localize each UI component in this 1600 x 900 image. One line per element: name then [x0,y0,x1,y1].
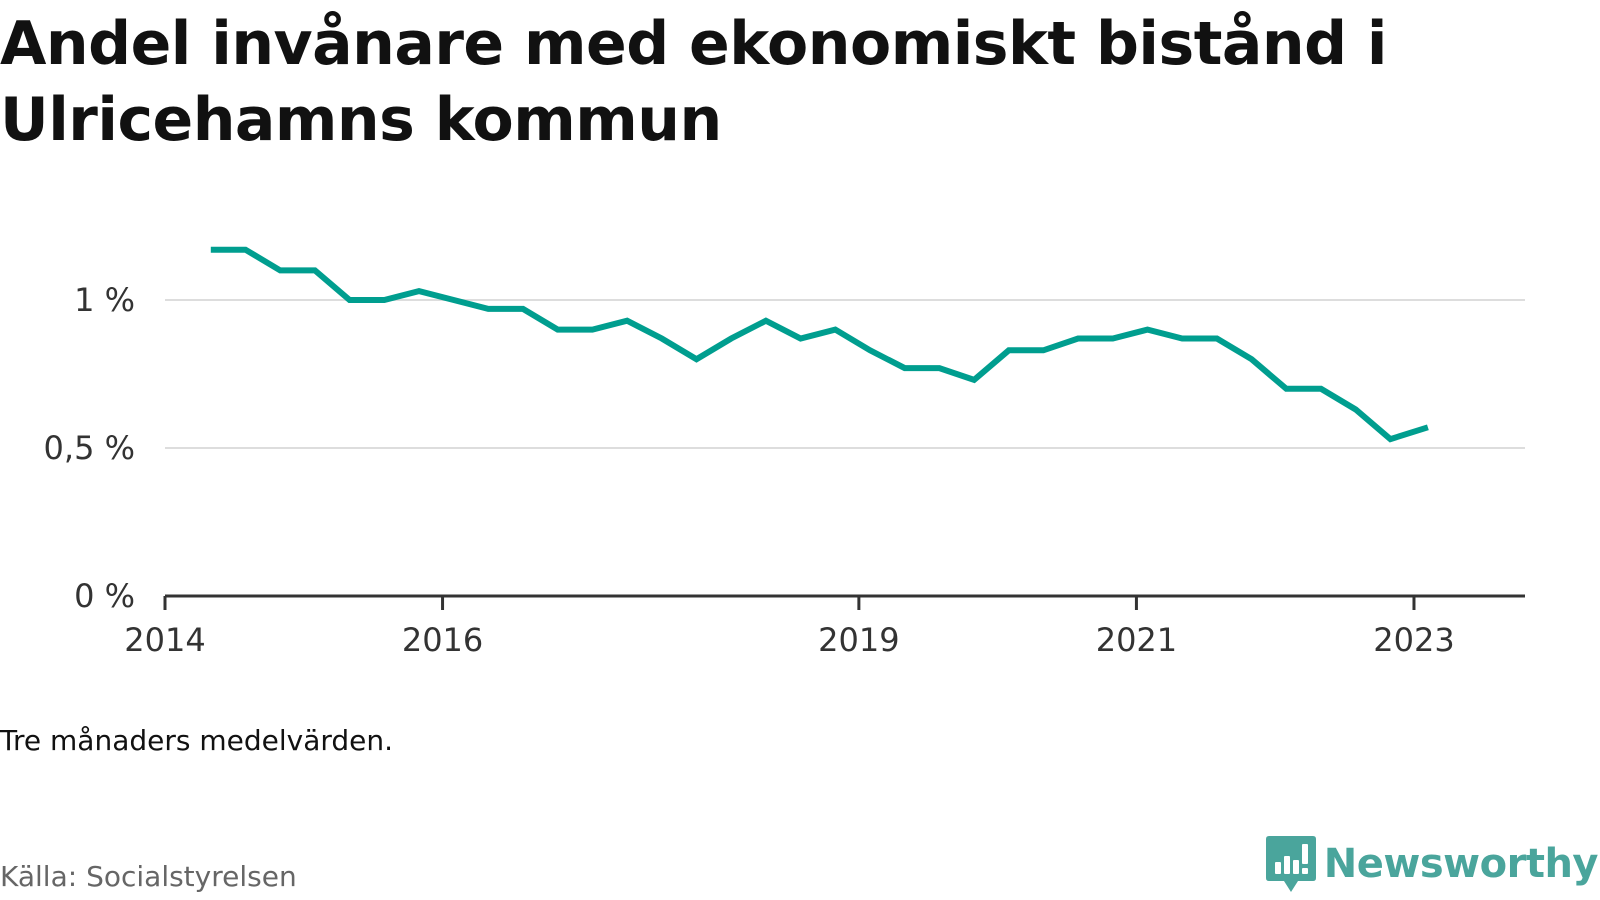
y-tick-label: 0,5 % [44,429,135,467]
data-point[interactable] [1425,424,1431,430]
data-point[interactable] [485,306,491,312]
data-point[interactable] [416,288,422,294]
data-point[interactable] [763,318,769,324]
data-point[interactable] [277,267,283,273]
data-point[interactable] [1110,335,1116,341]
data-point[interactable] [1179,335,1185,341]
x-tick-label: 2021 [1096,621,1177,659]
data-point[interactable] [451,297,457,303]
data-point[interactable] [1353,407,1359,413]
data-point[interactable] [1318,386,1324,392]
data-point[interactable] [1249,356,1255,362]
data-point[interactable] [1214,335,1220,341]
x-tick-label: 2016 [402,621,483,659]
data-point[interactable] [694,356,700,362]
series-layer [208,246,1431,443]
data-point[interactable] [1145,327,1151,333]
x-tick-label: 2023 [1373,621,1454,659]
data-point[interactable] [1387,436,1393,442]
data-point[interactable] [208,247,214,253]
data-point[interactable] [936,365,942,371]
newsworthy-brand[interactable]: Newsworthy [1265,836,1599,892]
data-point[interactable] [832,327,838,333]
data-point[interactable] [867,347,873,353]
series-line [210,246,1429,443]
y-tick-label: 0 % [74,577,135,615]
data-point[interactable] [971,377,977,383]
data-point[interactable] [728,335,734,341]
brand-name: Newsworthy [1323,841,1599,887]
data-point[interactable] [312,267,318,273]
data-point[interactable] [347,297,353,303]
data-point[interactable] [1075,335,1081,341]
data-point[interactable] [381,297,387,303]
x-tick-label: 2019 [818,621,899,659]
data-point[interactable] [798,335,804,341]
x-tick-label: 2014 [124,621,205,659]
data-point[interactable] [902,365,908,371]
line-chart: 0 % 0,5 % 1 % 2014 2016 2019 2021 2023 [44,246,1525,659]
data-point[interactable] [555,327,561,333]
data-point[interactable] [624,318,630,324]
data-point[interactable] [242,247,248,253]
data-point[interactable] [1040,347,1046,353]
data-point[interactable] [1283,386,1289,392]
axes: 0 % 0,5 % 1 % 2014 2016 2019 2021 2023 [44,281,1525,659]
y-tick-label: 1 % [74,281,135,319]
chart-note: Tre månaders medelvärden. [0,724,394,757]
chart-title: Andel invånare med ekonomiskt bistånd i … [0,9,1387,155]
gridlines [165,299,1525,449]
source-credit: Källa: Socialstyrelsen [0,860,297,893]
data-point[interactable] [1006,347,1012,353]
data-point[interactable] [520,306,526,312]
newsworthy-logo-icon [1265,836,1316,892]
data-point[interactable] [659,335,665,341]
data-point[interactable] [589,327,595,333]
